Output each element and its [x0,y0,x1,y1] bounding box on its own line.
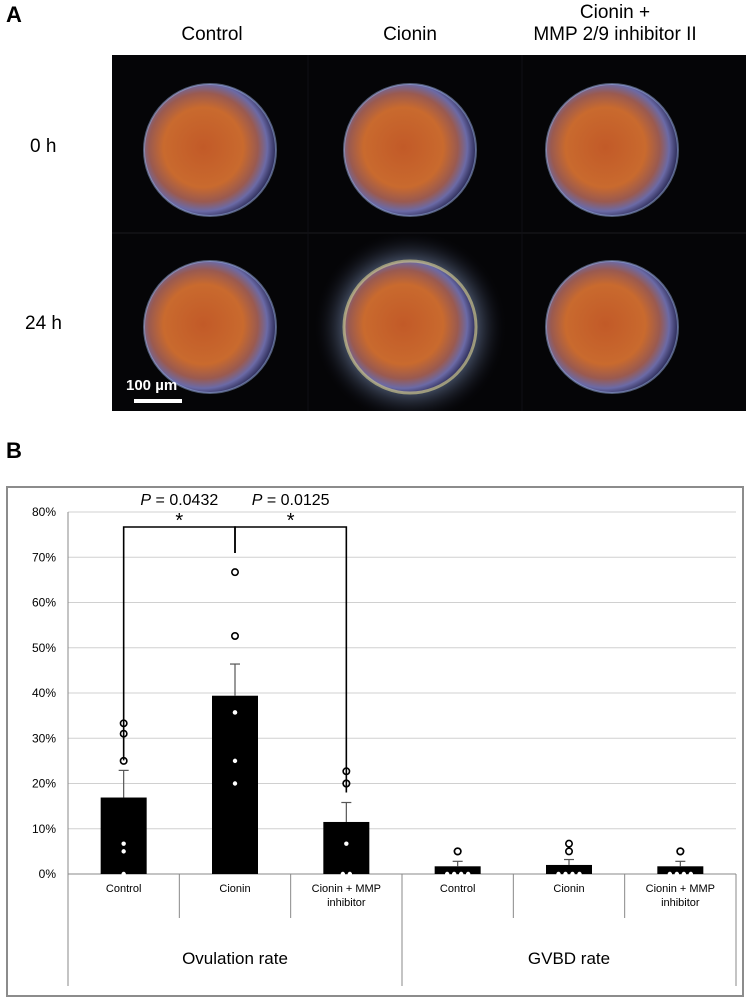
oocyte-inhibitor-24h [545,260,679,394]
data-point [676,847,685,856]
x-tick-label-line2: inhibitor [327,897,366,909]
data-point [577,871,582,877]
x-tick-label: Cionin [219,883,250,895]
column-heading-control: Control [181,24,243,45]
y-tick-label: 30% [32,731,56,745]
y-tick-label: 20% [32,777,56,791]
y-tick-label: 80% [32,505,56,519]
micrograph-image [112,55,746,423]
significance-star: * [287,510,295,532]
bar [323,821,370,874]
data-point [458,871,464,877]
bar [657,866,704,874]
data-point [121,871,126,877]
y-tick-label: 10% [32,822,56,836]
bar [100,797,147,874]
data-point [451,871,457,877]
y-tick-label: 40% [32,686,56,700]
data-point [465,871,471,877]
data-point [232,710,238,715]
bar [546,864,592,874]
oocyte-inhibitor-0h [545,83,679,217]
data-point [231,568,240,577]
bar [434,866,481,874]
panel-b-letter: B [6,438,22,463]
row-heading-24h: 24 h [25,313,62,334]
column-heading-cionin: Cionin [383,24,437,45]
x-tick-label: Cionin + MMP [312,883,381,895]
data-point [344,841,349,846]
data-point [121,841,126,846]
data-point [232,758,238,764]
data-point [563,871,568,877]
y-tick-label: 50% [32,641,56,655]
oocyte-cionin-24h [314,231,506,423]
scale-bar [134,399,182,403]
oocyte-cionin-0h [343,83,477,217]
oocyte-micrograph-grid: 100 µm [112,55,746,423]
group-label: Ovulation rate [182,949,288,968]
x-tick-label: Control [106,883,141,895]
data-point [232,781,238,786]
x-tick-label: Control [440,883,475,895]
data-point [231,631,240,640]
significance-star: * [175,510,183,532]
y-tick-label: 0% [39,867,57,881]
p-value-label: P = 0.0432 [140,492,218,509]
data-point [570,871,575,877]
data-point [556,871,561,877]
data-point [688,871,694,877]
oocyte-control-0h [143,83,277,217]
significance-bracket [234,526,348,793]
data-point [564,847,573,856]
x-tick-label-line2: inhibitor [661,897,700,909]
data-point [340,871,346,877]
data-point [564,839,573,848]
x-tick-label: Cionin [553,883,584,895]
scale-bar-label: 100 µm [126,377,178,394]
chart-frame [6,486,744,997]
panel-a-letter: A [6,2,22,27]
data-point [347,871,353,877]
data-point [681,871,687,877]
y-tick-label: 70% [32,550,56,564]
y-tick-label: 60% [32,596,56,610]
data-point [453,847,462,856]
data-point [121,849,126,854]
group-label: GVBD rate [528,949,610,968]
p-value-label: P = 0.0125 [252,492,330,509]
data-point [667,871,673,877]
oocyte-control-24h [143,260,277,394]
row-heading-0h: 0 h [30,136,57,157]
x-tick-label: Cionin + MMP [646,883,715,895]
column-heading-cionin-inhibitor: Cionin + MMP 2/9 inhibitor II [533,2,697,45]
data-point [674,871,680,877]
data-point [444,871,450,877]
